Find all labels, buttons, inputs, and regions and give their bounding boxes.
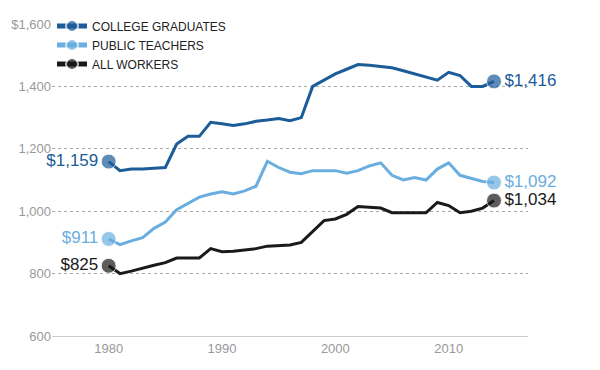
svg-text:1,400: 1,400: [18, 79, 51, 94]
svg-text:$1,159: $1,159: [46, 151, 98, 170]
svg-text:1,200: 1,200: [18, 141, 51, 156]
svg-text:600: 600: [29, 329, 51, 344]
svg-text:$1,416: $1,416: [504, 71, 556, 90]
svg-text:2010: 2010: [434, 341, 463, 356]
svg-text:2000: 2000: [321, 341, 350, 356]
svg-text:PUBLIC TEACHERS: PUBLIC TEACHERS: [92, 39, 204, 53]
svg-text:$1,600: $1,600: [11, 17, 51, 32]
svg-text:1990: 1990: [208, 341, 237, 356]
svg-text:$1,034: $1,034: [504, 190, 556, 209]
svg-text:1,000: 1,000: [18, 204, 51, 219]
svg-text:$825: $825: [60, 255, 98, 274]
svg-text:1980: 1980: [94, 341, 123, 356]
svg-text:800: 800: [29, 266, 51, 281]
svg-text:COLLEGE GRADUATES: COLLEGE GRADUATES: [92, 20, 226, 34]
svg-text:$911: $911: [62, 228, 99, 247]
svg-text:ALL WORKERS: ALL WORKERS: [92, 58, 178, 72]
svg-text:$1,092: $1,092: [504, 172, 556, 191]
